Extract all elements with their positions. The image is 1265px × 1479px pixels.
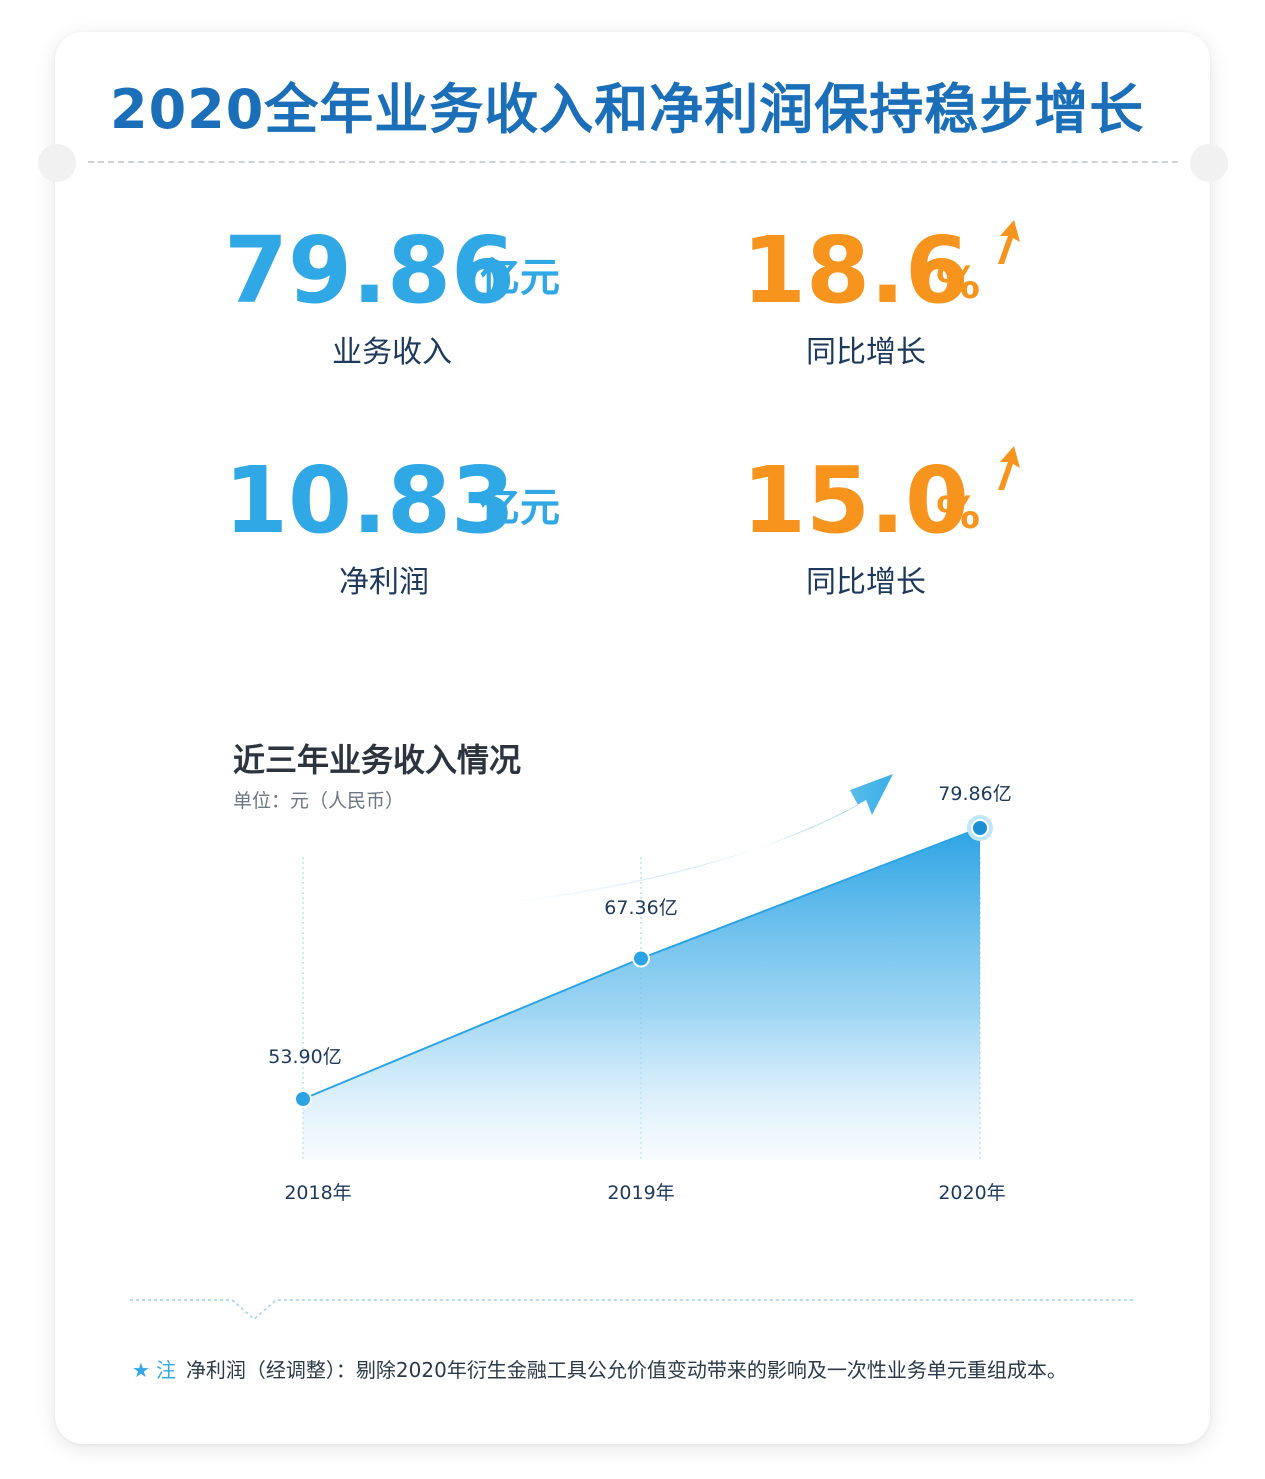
data-point bbox=[294, 1090, 312, 1108]
star-icon: ★ bbox=[132, 1358, 150, 1382]
data-point bbox=[632, 949, 650, 968]
card-notch-right bbox=[1190, 144, 1228, 182]
net-profit-growth-value: 15.0 bbox=[742, 447, 969, 554]
note-divider bbox=[130, 1299, 1135, 1320]
footnote-text: 净利润（经调整）：剔除2020年衍生金融工具公允价值变动带来的影响及一次性业务单… bbox=[185, 1358, 1067, 1382]
up-arrow-icon bbox=[998, 446, 1020, 490]
net-profit-growth-label: 同比增长 bbox=[806, 565, 926, 600]
card-notch-left bbox=[38, 144, 76, 182]
net-profit-label: 净利润 bbox=[339, 565, 429, 600]
page-title: 2020全年业务收入和净利润保持稳步增长 bbox=[110, 78, 1145, 141]
footnote: ★ 注净利润（经调整）：剔除2020年衍生金融工具公允价值变动带来的影响及一次性业… bbox=[132, 1355, 1067, 1385]
infographic-card bbox=[55, 32, 1210, 1444]
revenue-area bbox=[303, 828, 980, 1160]
chart-title: 近三年业务收入情况 bbox=[233, 741, 522, 779]
title-divider bbox=[88, 161, 1178, 163]
x-tick-label: 2019年 bbox=[607, 1182, 674, 1204]
net-profit-unit: 亿元 bbox=[480, 485, 560, 531]
revenue-growth-value: 18.6 bbox=[742, 217, 969, 324]
revenue-value: 79.86 bbox=[224, 217, 516, 324]
revenue-label: 业务收入 bbox=[332, 335, 452, 370]
data-label: 79.86亿 bbox=[938, 783, 1011, 805]
up-arrow-icon bbox=[998, 220, 1020, 264]
x-tick-label: 2018年 bbox=[284, 1182, 351, 1204]
net-profit-value: 10.83 bbox=[224, 447, 516, 554]
data-label: 53.90亿 bbox=[268, 1046, 341, 1068]
data-label: 67.36亿 bbox=[604, 897, 677, 919]
net-profit-growth-unit: % bbox=[936, 488, 981, 539]
revenue-growth-label: 同比增长 bbox=[806, 335, 926, 370]
revenue-growth-unit: % bbox=[936, 258, 981, 309]
footnote-label: 注 bbox=[155, 1358, 176, 1382]
data-point bbox=[971, 819, 989, 837]
x-tick-label: 2020年 bbox=[938, 1182, 1005, 1204]
revenue-unit: 亿元 bbox=[480, 255, 560, 301]
chart-unit-label: 单位：元（人民币） bbox=[233, 790, 405, 812]
